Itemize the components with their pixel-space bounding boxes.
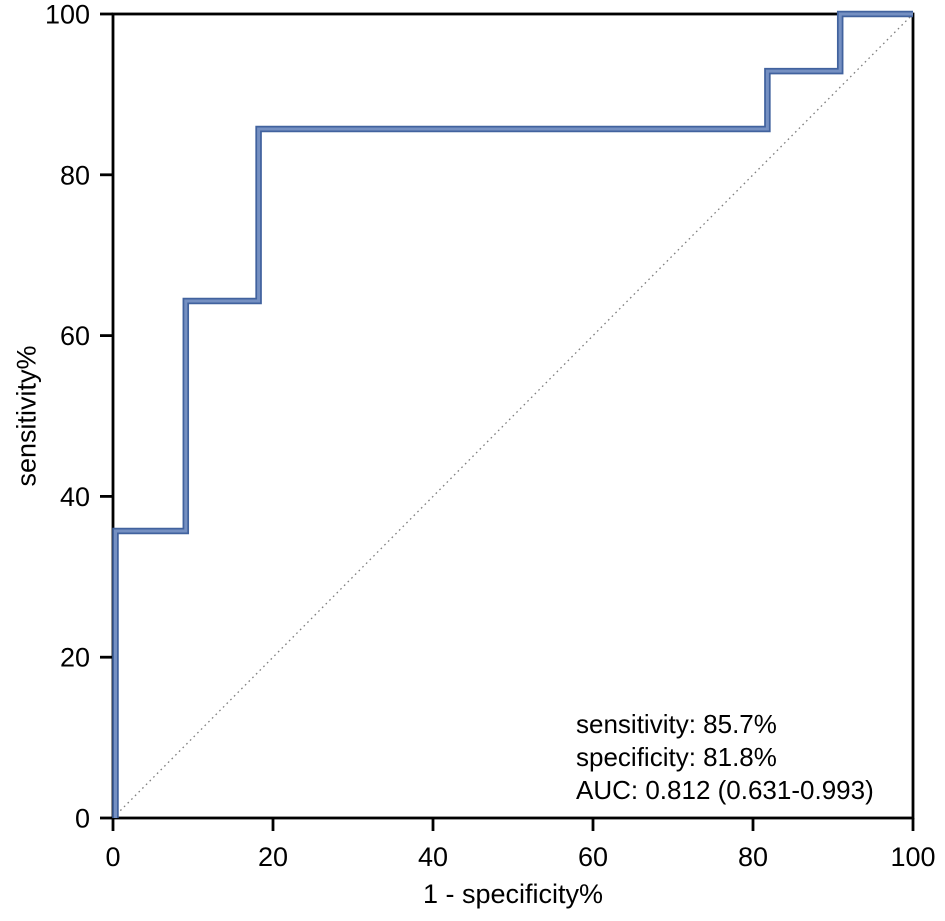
y-axis-title: sensitivity%	[11, 345, 42, 487]
annotation-line-auc: AUC: 0.812 (0.631-0.993)	[576, 775, 874, 805]
y-tick-label: 60	[60, 321, 90, 351]
x-tick-label: 100	[890, 842, 935, 872]
annotation-line-sensitivity: sensitivity: 85.7%	[576, 709, 777, 739]
x-tick-label: 40	[418, 842, 448, 872]
annotation: sensitivity: 85.7% specificity: 81.8% AU…	[576, 708, 874, 807]
y-tick-label: 20	[60, 643, 90, 673]
y-tick-label: 40	[60, 482, 90, 512]
y-tick-label: 80	[60, 160, 90, 190]
x-tick-label: 20	[258, 842, 288, 872]
plot-frame	[111, 12, 915, 820]
x-tick-label: 80	[738, 842, 768, 872]
diagonal-reference-line	[112, 13, 914, 819]
x-tick-label: 60	[578, 842, 608, 872]
x-axis-title: 1 - specificity%	[422, 879, 604, 909]
roc-curve	[112, 10, 913, 818]
y-tick-label: 0	[75, 804, 90, 834]
annotation-line-specificity: specificity: 81.8%	[576, 742, 777, 772]
axis-ticks: 0 20 40 60 80 100 0 20 40 60 80 100	[45, 0, 936, 872]
x-tick-label: 0	[105, 842, 120, 872]
y-tick-label: 100	[45, 0, 90, 30]
